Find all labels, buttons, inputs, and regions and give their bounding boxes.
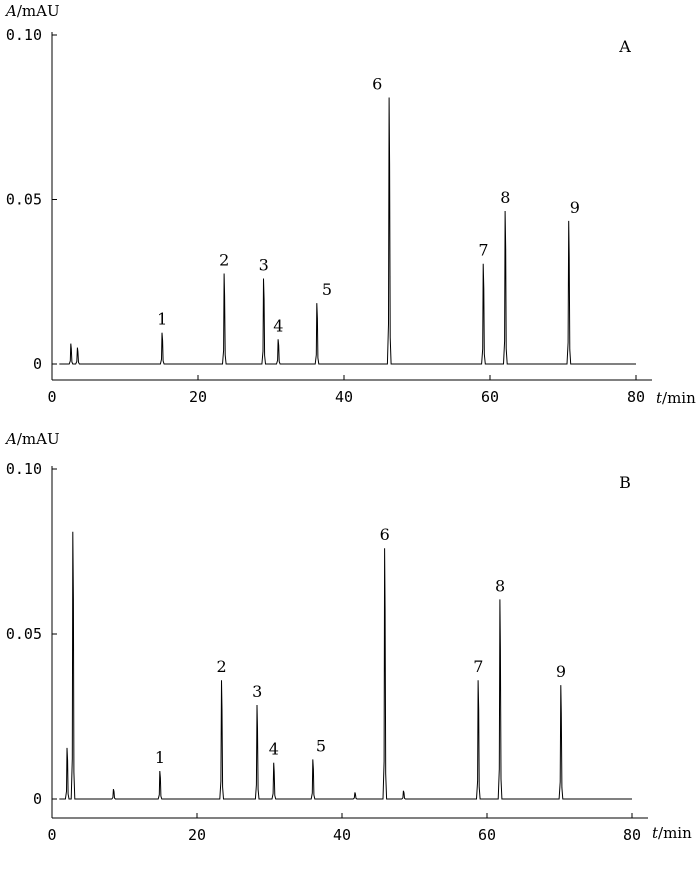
peak-label-5: 5 — [322, 280, 332, 299]
peak-label-9: 9 — [556, 662, 566, 681]
x-tick-label: 40 — [335, 388, 353, 406]
y-tick-label: 0.10 — [6, 460, 42, 478]
x-tick-label: 80 — [627, 388, 645, 406]
y-tick-label: 0.10 — [6, 26, 42, 44]
peak-label-3: 3 — [252, 682, 262, 701]
chart-panel-b: 0 0.05 0.10 0 20 40 60 80 A/mAU t/min B 1 2 3 4 5 6 7 8 9 — [4, 430, 692, 844]
y-axis-title: A/mAU — [4, 2, 60, 20]
panel-label: A — [618, 37, 631, 56]
x-tick-label: 0 — [47, 388, 56, 406]
chart-panel-a: 0 0.05 0.10 0 20 40 60 80 A/mAU t/min A 1 2 3 4 5 6 7 8 9 — [4, 2, 696, 407]
x-tick-label: 20 — [189, 388, 207, 406]
peak-label-8: 8 — [500, 188, 510, 207]
peak-label-4: 4 — [273, 316, 283, 335]
x-tick-label: 20 — [188, 826, 206, 844]
x-tick-label: 40 — [333, 826, 351, 844]
y-tick-label: 0.05 — [6, 191, 42, 209]
peak-label-7: 7 — [473, 657, 483, 676]
x-tick-label: 80 — [623, 826, 641, 844]
peak-label-1: 1 — [157, 310, 167, 329]
peak-label-1: 1 — [155, 748, 165, 767]
peak-label-9: 9 — [570, 198, 580, 217]
x-tick-label: 60 — [478, 826, 496, 844]
peak-label-8: 8 — [495, 576, 505, 595]
peak-label-7: 7 — [478, 241, 488, 260]
peak-label-6: 6 — [372, 75, 382, 94]
y-axis-title: A/mAU — [4, 430, 60, 448]
panel-label: B — [619, 473, 631, 492]
peak-label-2: 2 — [219, 251, 229, 270]
peak-label-2: 2 — [217, 657, 227, 676]
y-tick-label: 0 — [33, 355, 42, 373]
chromatogram-trace — [59, 97, 636, 365]
x-axis-title: t/min — [656, 389, 696, 407]
peak-label-3: 3 — [259, 255, 269, 274]
peak-label-6: 6 — [380, 525, 390, 544]
peak-label-4: 4 — [269, 740, 279, 759]
y-tick-label: 0 — [33, 790, 42, 808]
chromatogram-trace — [59, 531, 632, 800]
peak-label-5: 5 — [316, 736, 326, 755]
x-tick-label: 0 — [47, 826, 56, 844]
x-tick-label: 60 — [481, 388, 499, 406]
y-tick-label: 0.05 — [6, 625, 42, 643]
x-axis-title: t/min — [652, 824, 692, 842]
